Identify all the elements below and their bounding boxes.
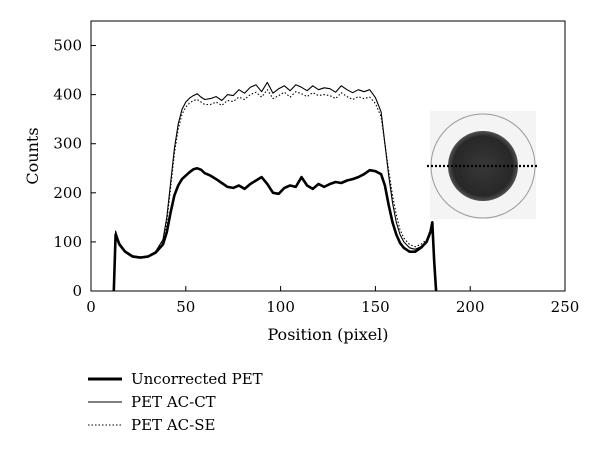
x-axis-title: Position (pixel)	[267, 325, 388, 344]
series-line-uncorrected-pet	[112, 167, 438, 292]
series-line-pet-ac-se	[113, 89, 437, 292]
legend: Uncorrected PET PET AC-CT PET AC-SE	[88, 370, 263, 434]
x-tick-label: 100	[266, 298, 295, 316]
x-tick-label: 200	[456, 298, 485, 316]
legend-label-pet-ac-se: PET AC-SE	[131, 416, 215, 434]
x-tick-label: 150	[361, 298, 390, 316]
y-tick-label: 200	[53, 184, 82, 202]
legend-label-uncorrected-pet: Uncorrected PET	[131, 370, 263, 388]
y-tick-label: 400	[53, 86, 82, 104]
series-line-pet-ac-ct	[113, 81, 437, 292]
legend-label-pet-ac-ct: PET AC-CT	[131, 393, 216, 411]
y-tick-label: 300	[53, 135, 82, 153]
x-tick-label: 50	[176, 298, 195, 316]
y-tick-label: 0	[72, 282, 82, 300]
x-tick-label: 250	[551, 298, 580, 316]
axis-layer: 0 50 100 150 200 250 0 100 200 300 400 500	[53, 37, 579, 316]
phantom-image-icon	[427, 111, 539, 219]
plot-area-frame	[90, 20, 566, 292]
x-tick-label: 0	[86, 298, 96, 316]
y-tick-label: 500	[53, 37, 82, 55]
series-layer	[112, 81, 438, 292]
y-axis-title: Counts	[23, 127, 42, 184]
y-tick-label: 100	[53, 233, 82, 251]
